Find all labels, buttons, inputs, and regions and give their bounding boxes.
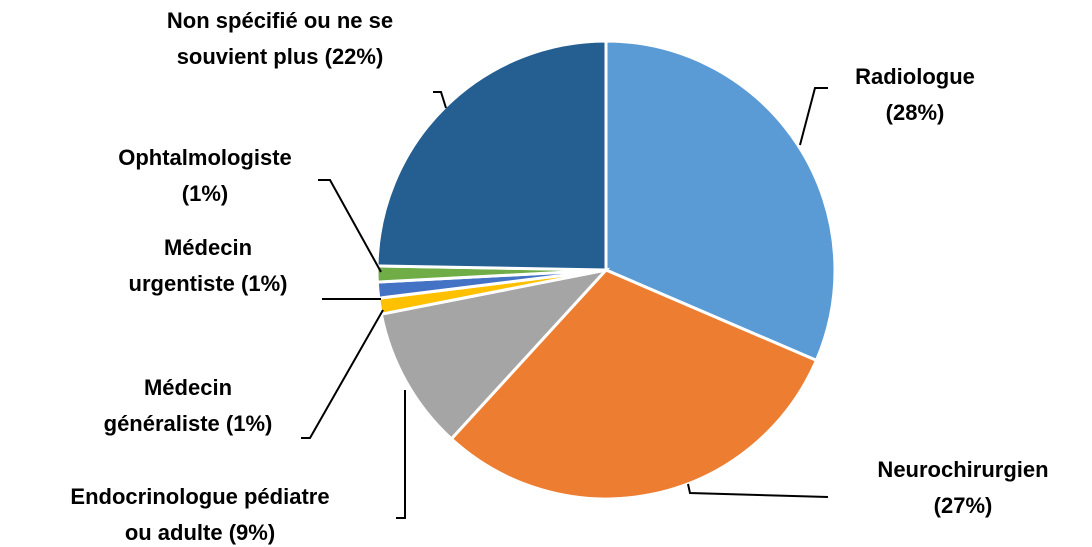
category-label: Neurochirurgien [877, 457, 1049, 482]
value-label: (22%) [324, 44, 384, 69]
value-label: (9%) [228, 520, 276, 545]
category-label: Non spécifié ou ne se souvient plus [166, 8, 394, 69]
slice-label: Endocrinologue pédiatre ou adulte (9%) [70, 479, 329, 547]
value-label: (27%) [933, 493, 993, 518]
value-label: (28%) [885, 100, 945, 125]
slice-label: Médecin généraliste (1%) [104, 370, 273, 442]
category-label: Médecin généraliste [103, 375, 233, 436]
pie-slice [379, 267, 611, 442]
value-label: (1%) [241, 271, 288, 296]
leader-line [318, 179, 382, 273]
value-label: (1%) [181, 181, 229, 206]
pie-slice [375, 39, 608, 272]
category-label: Médecin urgentiste [128, 235, 253, 296]
leader-line [799, 87, 828, 146]
category-label: Radiologue [855, 64, 975, 89]
slice-label: Radiologue (28%) [855, 59, 975, 131]
leader-line [687, 483, 829, 498]
category-label: Endocrinologue pédiatre ou adulte [70, 484, 330, 545]
leader-line [433, 91, 447, 109]
category-label: Ophtalmologiste [118, 145, 292, 170]
slice-label: Neurochirurgien (27%) [877, 452, 1048, 524]
slice-label: Non spécifié ou ne se souvient plus (22%… [167, 3, 393, 75]
value-label: (1%) [225, 411, 273, 436]
pie-slice [604, 39, 837, 363]
slice-label: Médecin urgentiste (1%) [129, 230, 288, 302]
leader-line [301, 309, 384, 439]
slice-label: Ophtalmologiste (1%) [118, 140, 292, 212]
pie-slice [449, 268, 819, 501]
leader-line [396, 390, 406, 519]
